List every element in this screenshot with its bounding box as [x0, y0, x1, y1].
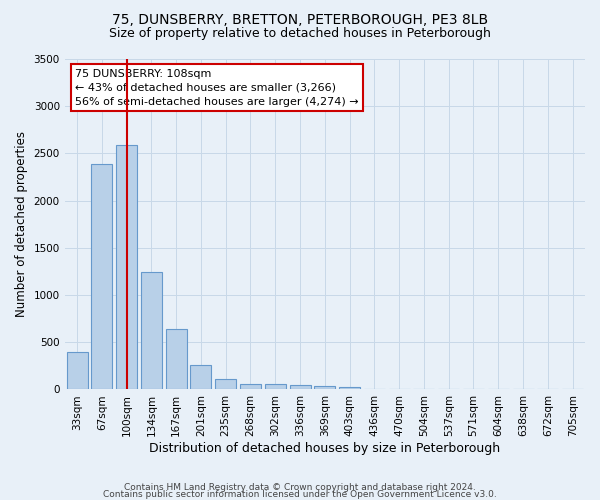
Bar	[314, 386, 335, 390]
Bar	[67, 352, 88, 390]
Text: Contains public sector information licensed under the Open Government Licence v3: Contains public sector information licen…	[103, 490, 497, 499]
Bar	[290, 384, 311, 390]
Text: 75 DUNSBERRY: 108sqm
← 43% of detached houses are smaller (3,266)
56% of semi-de: 75 DUNSBERRY: 108sqm ← 43% of detached h…	[75, 69, 359, 107]
Bar	[166, 329, 187, 390]
Y-axis label: Number of detached properties: Number of detached properties	[15, 131, 28, 317]
Bar	[339, 386, 360, 390]
Bar	[116, 145, 137, 390]
Bar	[240, 384, 261, 390]
Text: Size of property relative to detached houses in Peterborough: Size of property relative to detached ho…	[109, 28, 491, 40]
Bar	[91, 164, 112, 390]
Bar	[190, 365, 211, 390]
Bar	[215, 379, 236, 390]
Bar	[265, 384, 286, 390]
Bar	[141, 272, 162, 390]
Text: Contains HM Land Registry data © Crown copyright and database right 2024.: Contains HM Land Registry data © Crown c…	[124, 484, 476, 492]
Text: 75, DUNSBERRY, BRETTON, PETERBOROUGH, PE3 8LB: 75, DUNSBERRY, BRETTON, PETERBOROUGH, PE…	[112, 12, 488, 26]
X-axis label: Distribution of detached houses by size in Peterborough: Distribution of detached houses by size …	[149, 442, 500, 455]
